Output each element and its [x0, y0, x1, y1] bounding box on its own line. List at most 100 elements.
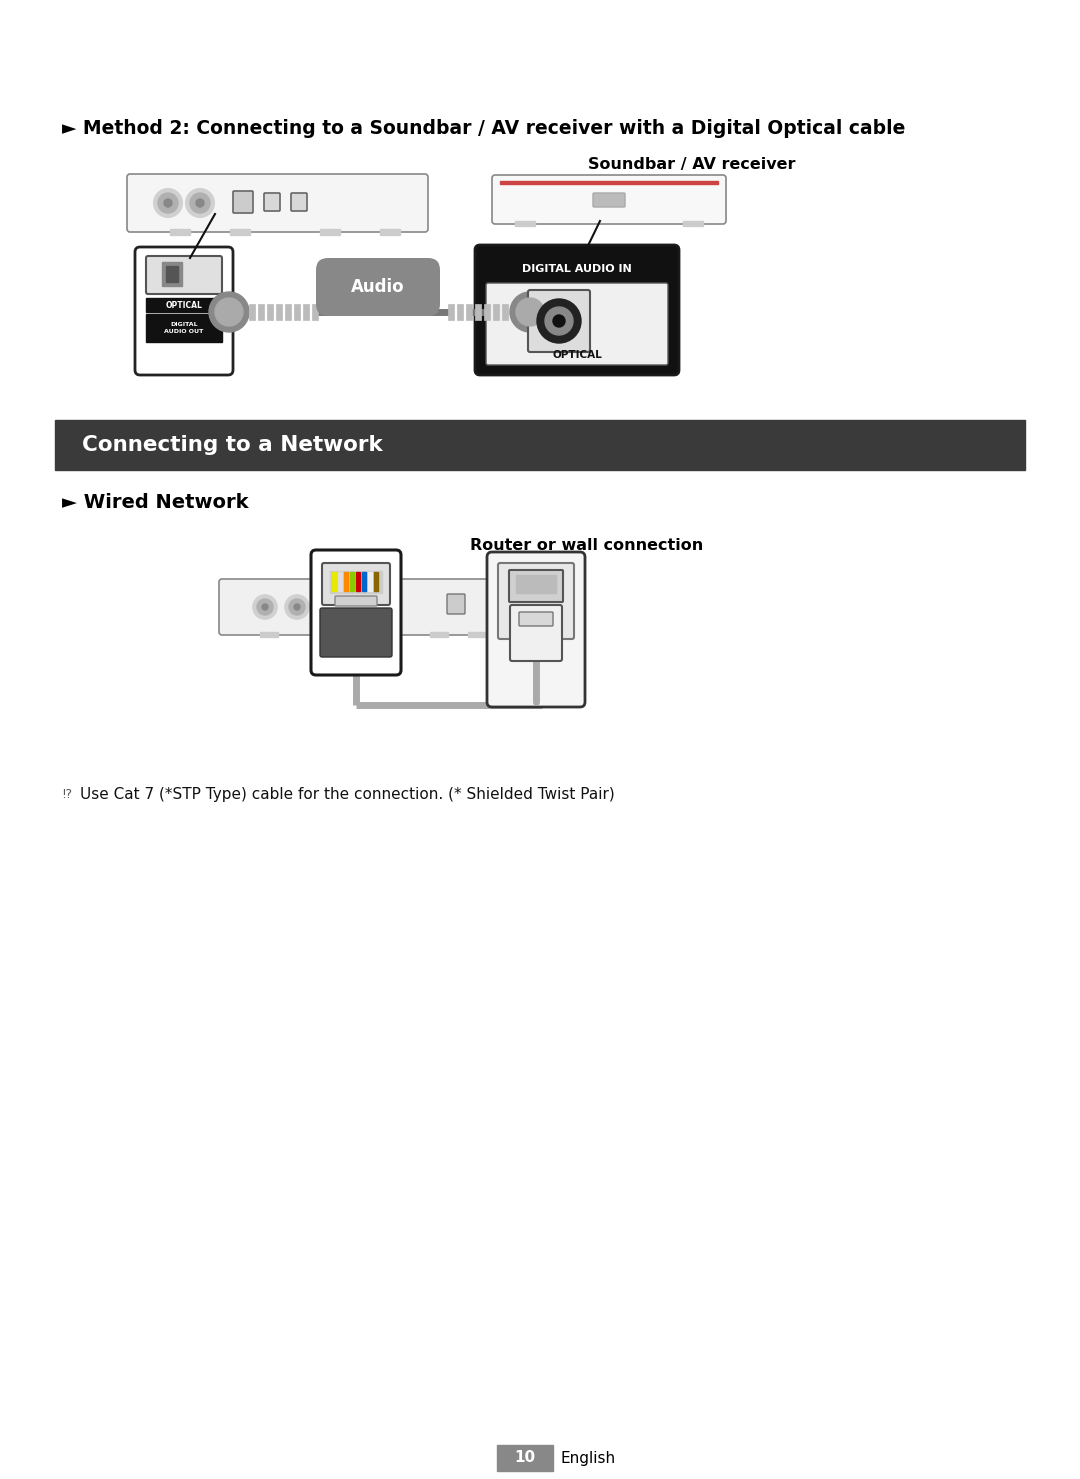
Bar	[362, 572, 366, 592]
FancyBboxPatch shape	[291, 192, 307, 211]
Bar	[166, 266, 178, 282]
Bar	[500, 180, 718, 183]
FancyBboxPatch shape	[135, 247, 233, 376]
FancyBboxPatch shape	[127, 175, 428, 232]
FancyBboxPatch shape	[233, 191, 253, 213]
Circle shape	[215, 297, 243, 325]
Circle shape	[186, 189, 214, 217]
Circle shape	[262, 603, 268, 609]
Text: OPTICAL: OPTICAL	[165, 300, 202, 309]
Bar	[249, 305, 255, 319]
Bar	[330, 571, 382, 593]
Circle shape	[285, 595, 309, 620]
FancyBboxPatch shape	[475, 246, 679, 376]
Bar	[502, 305, 508, 319]
Text: ► Method 2: Connecting to a Soundbar / AV receiver with a Digital Optical cable: ► Method 2: Connecting to a Soundbar / A…	[62, 118, 905, 138]
Bar	[303, 305, 309, 319]
Circle shape	[510, 291, 550, 331]
Text: English: English	[561, 1451, 616, 1466]
FancyBboxPatch shape	[335, 596, 377, 606]
Text: ► Wired Network: ► Wired Network	[62, 494, 248, 513]
Bar	[267, 305, 273, 319]
Bar	[350, 572, 354, 592]
Bar	[430, 632, 448, 637]
Bar	[484, 305, 490, 319]
Circle shape	[257, 599, 273, 615]
Bar	[230, 229, 249, 235]
FancyBboxPatch shape	[510, 605, 562, 661]
Bar	[380, 229, 400, 235]
Bar	[492, 305, 499, 319]
Bar	[511, 305, 517, 319]
Bar	[285, 305, 291, 319]
FancyBboxPatch shape	[509, 569, 563, 602]
Text: DIGITAL
AUDIO OUT: DIGITAL AUDIO OUT	[164, 322, 204, 334]
Text: DIGITAL AUDIO IN: DIGITAL AUDIO IN	[522, 263, 632, 274]
Text: 10: 10	[514, 1451, 536, 1466]
FancyBboxPatch shape	[487, 552, 585, 707]
Circle shape	[537, 299, 581, 343]
Circle shape	[545, 308, 573, 336]
Text: Use Cat 7 (*STP Type) cable for the connection. (* Shielded Twist Pair): Use Cat 7 (*STP Type) cable for the conn…	[80, 787, 615, 803]
FancyBboxPatch shape	[320, 608, 392, 657]
Bar	[448, 305, 454, 319]
Text: Router or wall connection: Router or wall connection	[470, 537, 703, 553]
FancyBboxPatch shape	[528, 290, 590, 352]
Bar	[320, 229, 340, 235]
FancyBboxPatch shape	[498, 563, 573, 639]
Bar	[260, 632, 278, 637]
Text: Connecting to a Network: Connecting to a Network	[82, 435, 382, 456]
Circle shape	[516, 297, 544, 325]
Bar	[312, 305, 318, 319]
Bar	[258, 305, 264, 319]
Bar	[146, 314, 222, 342]
Bar	[170, 229, 190, 235]
Bar	[55, 420, 1025, 470]
Text: ⁉: ⁉	[62, 788, 71, 802]
Bar	[276, 305, 282, 319]
Circle shape	[553, 315, 565, 327]
Circle shape	[294, 603, 300, 609]
FancyBboxPatch shape	[492, 175, 726, 223]
FancyBboxPatch shape	[219, 578, 517, 634]
Bar	[356, 572, 360, 592]
FancyBboxPatch shape	[519, 612, 553, 626]
Bar	[338, 572, 342, 592]
Bar	[374, 572, 378, 592]
Bar	[475, 305, 481, 319]
Circle shape	[210, 291, 249, 331]
Text: Soundbar / AV receiver: Soundbar / AV receiver	[588, 157, 796, 173]
Bar	[465, 305, 472, 319]
Circle shape	[158, 192, 178, 213]
Bar	[368, 572, 372, 592]
Bar	[332, 572, 336, 592]
Circle shape	[289, 599, 305, 615]
Text: OPTICAL: OPTICAL	[552, 351, 602, 359]
Bar	[516, 575, 556, 593]
Circle shape	[190, 192, 210, 213]
Bar	[486, 256, 669, 282]
Bar	[468, 632, 486, 637]
FancyBboxPatch shape	[311, 550, 401, 674]
FancyBboxPatch shape	[593, 192, 625, 207]
FancyBboxPatch shape	[316, 257, 440, 317]
Bar	[683, 220, 703, 226]
Bar	[457, 305, 463, 319]
Bar	[497, 1445, 553, 1472]
Text: Audio: Audio	[351, 278, 405, 296]
Circle shape	[164, 200, 172, 207]
Circle shape	[154, 189, 183, 217]
FancyBboxPatch shape	[146, 256, 222, 294]
FancyBboxPatch shape	[264, 192, 280, 211]
Circle shape	[195, 200, 204, 207]
Bar	[515, 220, 535, 226]
Bar	[330, 632, 348, 637]
Bar	[345, 572, 348, 592]
Bar	[146, 297, 222, 312]
Bar	[294, 305, 300, 319]
Circle shape	[253, 595, 276, 620]
FancyBboxPatch shape	[322, 563, 390, 605]
FancyBboxPatch shape	[486, 282, 669, 365]
FancyBboxPatch shape	[447, 595, 465, 614]
Bar	[162, 262, 183, 285]
